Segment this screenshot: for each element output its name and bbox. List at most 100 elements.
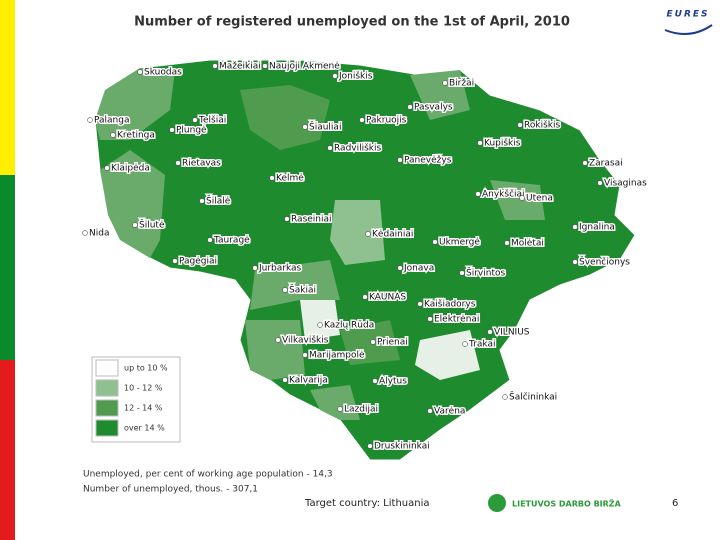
town-label: Radviliškis	[334, 143, 382, 154]
town-dot	[519, 195, 525, 201]
region	[330, 200, 385, 265]
town-label: Šalčininkai	[509, 391, 557, 403]
town-dot	[317, 322, 323, 328]
town-dot	[597, 180, 603, 186]
town-label: Švenčionys	[579, 256, 630, 268]
town-label: Kupiškis	[484, 138, 521, 149]
org-name: LIETUVOS DARBO BIRŽA	[512, 498, 622, 509]
region	[95, 68, 175, 140]
town-dot	[487, 329, 493, 335]
map	[94, 59, 636, 461]
town-label: Kelmė	[276, 174, 304, 184]
flag-yellow	[0, 0, 15, 175]
town-dot	[397, 265, 403, 271]
town-label: Kalvarija	[289, 376, 328, 386]
town-dot	[282, 377, 288, 383]
town-label: Trakai	[468, 340, 495, 350]
town-label: Pagėgiai	[179, 257, 217, 267]
region	[245, 320, 305, 380]
legend: up to 10 % 10 - 12 % 12 - 14 % over 14 %	[91, 356, 181, 443]
target-country: Target country: Lithuania	[304, 498, 430, 509]
town-dot	[172, 258, 178, 264]
town-label: Klaipėda	[111, 164, 150, 174]
town-label: Vilkaviškis	[282, 335, 329, 346]
town-label: Nida	[89, 229, 109, 239]
town-label: Alytus	[379, 377, 407, 387]
town-dot	[427, 316, 433, 322]
town-label: Raseiniai	[291, 215, 332, 225]
town-label: Pasvalys	[414, 103, 453, 113]
town-label: Druskininkai	[374, 442, 430, 452]
town-label: Jonava	[403, 264, 434, 274]
town-dot	[572, 259, 578, 265]
legend-swatch	[95, 379, 119, 397]
town-label: Šilalė	[206, 195, 231, 207]
town-dot	[327, 145, 333, 151]
flag-green	[0, 175, 15, 360]
town-dot	[407, 104, 413, 110]
town-dot	[269, 175, 275, 181]
town-label: Anykščiai	[482, 189, 525, 200]
town-dot	[372, 378, 378, 384]
town-dot	[502, 394, 508, 400]
town-dot	[87, 117, 93, 123]
town-dot	[82, 230, 88, 236]
town-label: Kretinga	[117, 131, 155, 141]
town-dot	[475, 191, 481, 197]
flag-red	[0, 360, 15, 540]
town-dot	[504, 240, 510, 246]
title: Number of registered unemployed on the 1…	[134, 15, 570, 30]
town-label: Pakruojis	[366, 116, 407, 126]
region	[310, 385, 360, 420]
town-label: Kaišiadorys	[424, 299, 476, 310]
town-dot	[517, 122, 523, 128]
town-dot	[332, 73, 338, 79]
region	[250, 260, 340, 310]
legend-label: up to 10 %	[124, 364, 168, 373]
town-dot	[337, 406, 343, 412]
town-dot	[132, 222, 138, 228]
region	[240, 85, 330, 150]
town-label: Panevėžys	[404, 156, 452, 166]
town-label: Skuodas	[144, 68, 182, 78]
org-logo	[488, 494, 506, 512]
town-label: Ukmergė	[439, 238, 480, 248]
legend-label: 12 - 14 %	[124, 404, 163, 413]
legend-label: 10 - 12 %	[124, 384, 163, 393]
town-label: Joniškis	[338, 71, 373, 82]
town-label: Kėdainiai	[372, 230, 413, 240]
town-label: Širvintos	[466, 267, 505, 279]
town-dot	[282, 287, 288, 293]
region	[300, 300, 340, 340]
town-dot	[262, 63, 268, 69]
town-dot	[359, 117, 365, 123]
town-label: Ignalina	[579, 223, 615, 233]
town-dot	[572, 224, 578, 230]
town-label: Tauragė	[213, 236, 250, 246]
town-label: Šakiai	[289, 284, 316, 296]
region	[490, 180, 545, 220]
town-dot	[212, 63, 218, 69]
town-dot	[302, 352, 308, 358]
town-dot	[365, 231, 371, 237]
logo-swoosh	[664, 24, 713, 35]
town-label: VILNIUS	[494, 328, 530, 338]
town-dot	[582, 160, 588, 166]
logo: EURES	[666, 10, 709, 20]
town-label: Šiauliai	[309, 121, 341, 133]
town-dot	[252, 265, 258, 271]
town-dot	[302, 124, 308, 130]
town-dot	[397, 157, 403, 163]
town-dot	[442, 80, 448, 86]
town-dot	[427, 408, 433, 414]
legend-label: over 14 %	[124, 424, 165, 433]
town-label: Telšiai	[198, 115, 226, 126]
town-label: Jurbarkas	[258, 264, 302, 274]
town-label: Kazlų Rūda	[324, 321, 374, 331]
page-number: 6	[672, 498, 678, 509]
town-dot	[137, 69, 143, 75]
town-label: Biržai	[449, 79, 474, 89]
town-dot	[370, 339, 376, 345]
town-dot	[169, 127, 175, 133]
town-dot	[207, 237, 213, 243]
